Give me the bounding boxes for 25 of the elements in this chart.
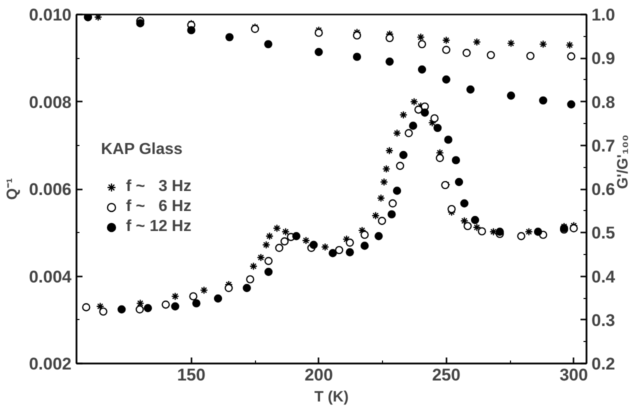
y-tick-label: 0.010 (28, 6, 72, 24)
y-tick-label: 0.002 (28, 354, 72, 374)
x-axis-title: T (K) (314, 388, 349, 406)
y-tick-label: 0.008 (28, 92, 72, 112)
x-tick-label: 250 (432, 366, 460, 384)
y2-tick-label: 0.5 (592, 224, 616, 243)
y2-tick-label: 1.0 (592, 6, 616, 24)
y-tick-label: 0.004 (28, 267, 72, 286)
y2-tick-label: 0.6 (592, 180, 616, 199)
y-axis-title: Q⁻¹ (4, 178, 21, 200)
y2-axis-title: G'/G'₁₀₀ (614, 134, 632, 189)
legend-label: f ~ 12 Hz (126, 218, 192, 236)
y2-tick-label: 0.4 (592, 267, 616, 286)
y2-tick-label: 0.7 (592, 136, 616, 156)
x-tick-label: 300 (560, 366, 588, 384)
legend-label: f ~ 6 Hz (126, 198, 192, 216)
y-tick-label: 0.006 (28, 180, 72, 199)
legend-label: f ~ 3 Hz (126, 178, 192, 196)
x-tick-label: 150 (177, 366, 206, 384)
y2-tick-label: 0.9 (592, 49, 616, 68)
x-tick-label: 200 (304, 366, 333, 384)
legend-title: KAP Glass (101, 140, 184, 158)
y2-tick-label: 0.8 (592, 92, 616, 112)
y2-tick-label: 0.3 (592, 310, 616, 330)
y2-tick-label: 0.2 (592, 354, 616, 374)
